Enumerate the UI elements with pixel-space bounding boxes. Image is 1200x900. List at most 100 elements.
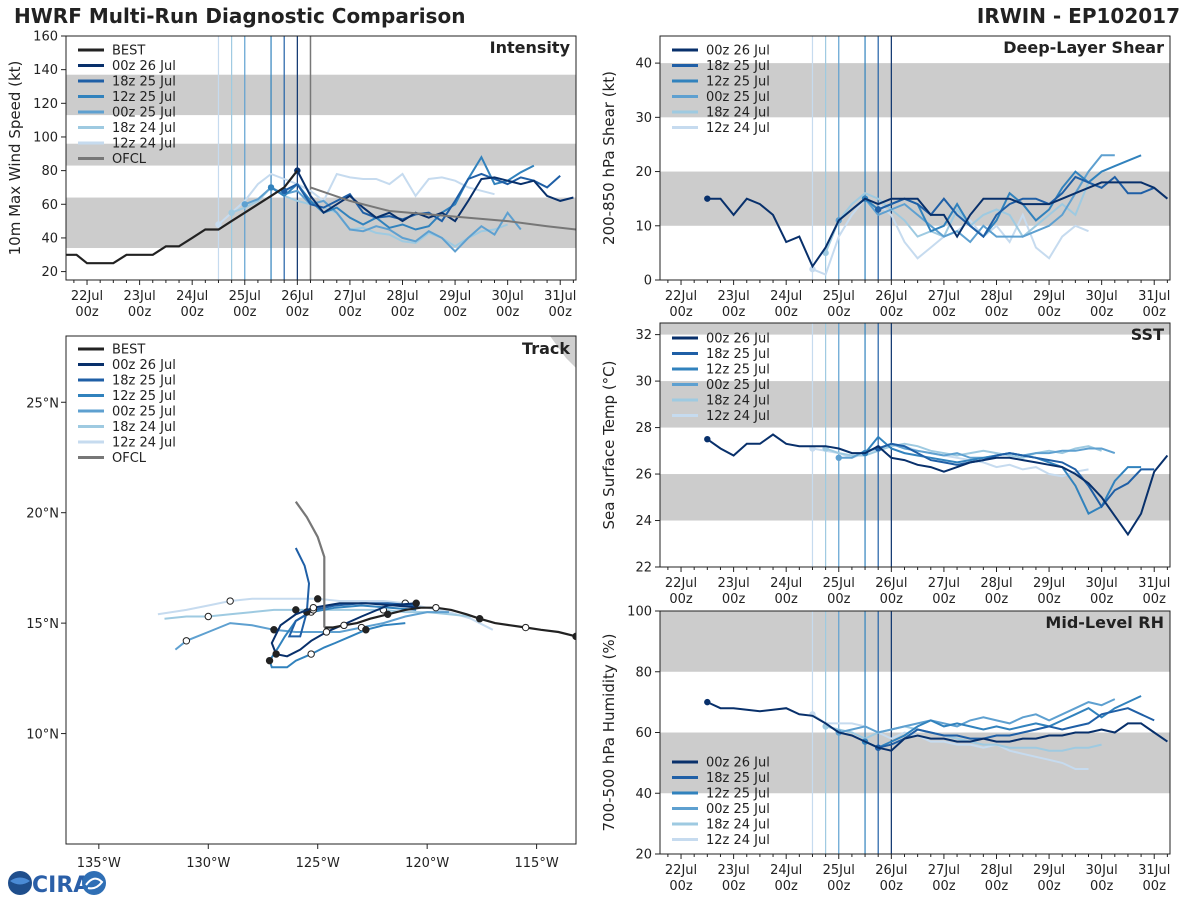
x-tick-label-date: 28Jul <box>980 289 1012 304</box>
y-tick-label: 80 <box>635 665 652 680</box>
series-line-0 <box>706 701 1168 752</box>
legend-label: 18z 25 Jul <box>112 374 176 389</box>
x-tick-label-date: 22Jul <box>665 289 697 304</box>
threshold-band <box>66 74 576 116</box>
y-tick-label: 100 <box>33 130 58 145</box>
x-tick-label-date: 31Jul <box>1138 576 1170 591</box>
track-marker <box>362 626 370 634</box>
x-tick-label-date: 28Jul <box>386 289 418 304</box>
x-tick-label-date: 27Jul <box>334 289 366 304</box>
x-tick-label-hour: 00z <box>985 592 1009 607</box>
series-group <box>704 433 1169 537</box>
legend-label: 18z 24 Jul <box>112 420 176 435</box>
x-tick-label-hour: 00z <box>338 305 362 320</box>
x-tick-label-date: 23Jul <box>717 289 749 304</box>
y-tick-label: 80 <box>41 164 58 179</box>
y-tick-label: 0 <box>644 274 652 289</box>
track-marker <box>270 626 278 634</box>
best-track-marker <box>384 610 392 618</box>
x-tick-label-date: 30Jul <box>492 289 524 304</box>
track-marker <box>309 603 318 612</box>
series-init-marker <box>874 206 882 213</box>
x-tick-label-date: 25Jul <box>229 289 261 304</box>
track-marker <box>292 606 300 614</box>
land-mass <box>550 336 576 368</box>
legend-label: 00z 26 Jul <box>112 358 176 373</box>
legend-label: 18z 25 Jul <box>706 347 770 362</box>
x-tick-label-date: 27Jul <box>928 576 960 591</box>
x-tick-label-date: 24Jul <box>770 289 802 304</box>
map-frame <box>65 335 577 845</box>
legend-label: BEST <box>112 44 145 59</box>
legend-label: OFCL <box>112 152 147 167</box>
series-line-4 <box>824 170 1103 254</box>
y-tick-label: 32 <box>635 328 652 343</box>
x-tick-label-hour: 00z <box>827 592 851 607</box>
legend-label: 12z 25 Jul <box>112 90 176 105</box>
x-tick-label-hour: 00z <box>722 879 746 894</box>
x-tick-label-hour: 00z <box>880 305 904 320</box>
y-tick-label: 120 <box>33 97 58 112</box>
y-tick-label: 60 <box>41 198 58 213</box>
x-tick-label-hour: 00z <box>286 305 310 320</box>
panel-track: 135°W 130°W 125°W 120°W 115°W 10°N 15°N 20°N 25°… <box>26 335 577 871</box>
x-tick-label-date: 30Jul <box>1086 289 1118 304</box>
legend-label: 12z 25 Jul <box>706 75 770 90</box>
series-init-marker <box>228 209 235 216</box>
x-tick-label-hour: 00z <box>774 592 798 607</box>
plot-frame <box>659 35 1171 281</box>
series-init-marker <box>835 454 842 461</box>
track-marker <box>272 650 280 658</box>
x-tick-label-hour: 00z <box>774 305 798 320</box>
x-tick-label-date: 25Jul <box>823 289 855 304</box>
panel-title: SST <box>1131 325 1164 344</box>
x-tick-label-hour: 00z <box>1037 592 1061 607</box>
track-marker <box>226 597 234 605</box>
legend-label: 12z 25 Jul <box>706 363 770 378</box>
x-tick-label-hour: 00z <box>985 305 1009 320</box>
lon-tick-label: 115°W <box>515 856 559 871</box>
x-tick-label-hour: 00z <box>985 879 1009 894</box>
x-tick-label-hour: 00z <box>1143 592 1167 607</box>
legend-label: 12z 24 Jul <box>706 409 770 424</box>
x-tick-label-hour: 00z <box>880 592 904 607</box>
legend-label: 00z 25 Jul <box>112 405 176 420</box>
x-tick-label-hour: 00z <box>180 305 204 320</box>
best-track-marker <box>475 615 484 623</box>
y-tick-label: 100 <box>627 605 652 620</box>
y-tick-label: 30 <box>635 375 652 390</box>
threshold-band <box>660 474 1170 521</box>
x-tick-label-date: 26Jul <box>281 289 313 304</box>
plot-frame <box>65 35 577 281</box>
legend-label: 00z 26 Jul <box>706 756 770 771</box>
x-tick-label-hour: 00z <box>496 305 520 320</box>
legend-label: 18z 24 Jul <box>112 121 176 136</box>
series-line-5 <box>811 713 1089 770</box>
panel-title: Intensity <box>490 38 571 57</box>
x-tick-label-hour: 00z <box>827 879 851 894</box>
x-tick-label-date: 28Jul <box>980 863 1012 878</box>
legend-label: 00z 25 Jul <box>706 90 770 105</box>
track-marker <box>204 612 212 621</box>
lat-tick-label: 10°N <box>26 728 59 743</box>
y-tick-label: 60 <box>635 726 652 741</box>
best-track-marker <box>340 621 348 630</box>
x-tick-label-hour: 00z <box>722 305 746 320</box>
x-tick-label-hour: 00z <box>669 592 693 607</box>
best-track-marker <box>521 623 530 632</box>
x-tick-label-date: 24Jul <box>770 863 802 878</box>
x-tick-label-date: 26Jul <box>875 576 907 591</box>
ofcl-track-line <box>294 501 326 628</box>
x-tick-label-date: 23Jul <box>123 289 155 304</box>
series-init-marker <box>267 184 275 191</box>
track-marker <box>182 637 191 645</box>
lat-tick-label: 25°N <box>26 396 59 411</box>
ofcl-line <box>310 186 576 231</box>
panel-title: Mid-Level RH <box>1045 613 1164 632</box>
series-init-marker <box>704 698 711 706</box>
